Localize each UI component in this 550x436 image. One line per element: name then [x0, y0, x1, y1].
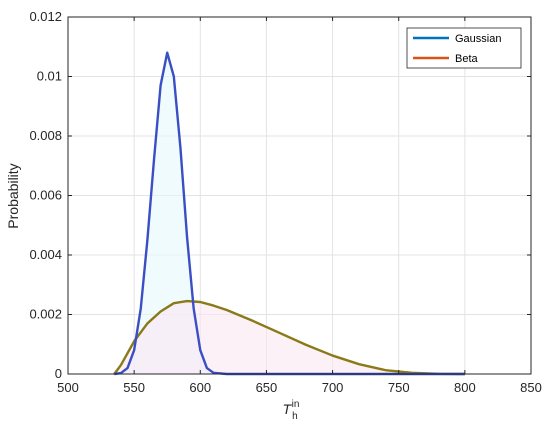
- y-tick-label: 0.004: [29, 247, 62, 262]
- y-tick-label: 0.012: [29, 9, 62, 24]
- y-tick-label: 0.008: [29, 128, 62, 143]
- y-tick-label: 0.01: [37, 69, 62, 84]
- x-tick-label: 500: [57, 380, 79, 395]
- axis-ticks: 500 550 600 650 700 750 800 850 0 0.002 0.004 0.006…: [29, 9, 541, 395]
- x-axis-label-main: T: [283, 401, 293, 417]
- x-tick-label: 600: [189, 380, 211, 395]
- series-line-beta: [113, 299, 465, 376]
- x-tick-label: 700: [322, 380, 344, 395]
- y-tick-label: 0.006: [29, 188, 62, 203]
- y-axis-label: Probability: [5, 163, 21, 228]
- x-tick-label: 750: [388, 380, 410, 395]
- x-axis-label-sup: in: [292, 399, 300, 410]
- x-tick-label: 550: [123, 380, 145, 395]
- x-tick-label: 850: [520, 380, 542, 395]
- legend-label-beta: Beta: [455, 53, 479, 65]
- x-tick-label: 800: [454, 380, 476, 395]
- y-tick-label: 0: [55, 366, 62, 381]
- legend-label-gaussian: Gaussian: [455, 33, 501, 45]
- y-tick-label: 0.002: [29, 307, 62, 322]
- legend: Gaussian Beta: [406, 27, 522, 69]
- x-axis-label: Thin: [283, 399, 300, 422]
- x-tick-label: 650: [256, 380, 278, 395]
- legend-box: [406, 27, 522, 69]
- x-axis-label-sub: h: [292, 411, 298, 422]
